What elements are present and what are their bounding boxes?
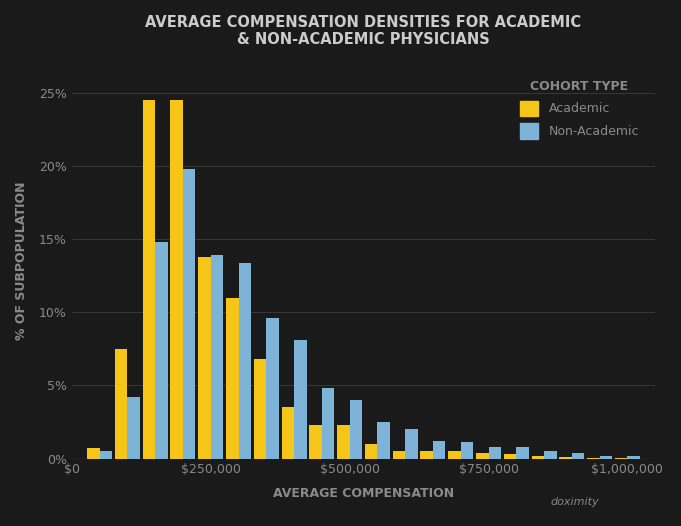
Bar [238,262,251,459]
X-axis label: AVERAGE COMPENSATION: AVERAGE COMPENSATION [273,488,454,500]
Bar [532,456,544,459]
Bar [226,298,238,459]
Bar [504,454,516,459]
Bar [377,422,390,459]
Bar [461,442,473,459]
Bar [337,425,349,459]
Bar [559,457,572,459]
Bar [183,169,195,459]
Text: doximity: doximity [551,497,599,507]
Bar [349,400,362,459]
Bar [572,453,584,459]
Bar [365,444,377,459]
Bar [544,451,556,459]
Bar [627,456,640,459]
Y-axis label: % OF SUBPOPULATION: % OF SUBPOPULATION [15,182,28,340]
Legend: Academic, Non-Academic: Academic, Non-Academic [509,70,649,148]
Bar [281,407,294,459]
Bar [393,451,405,459]
Bar [115,349,127,459]
Bar [99,451,112,459]
Bar [254,359,266,459]
Bar [309,425,322,459]
Bar [433,441,445,459]
Title: AVERAGE COMPENSATION DENSITIES FOR ACADEMIC
& NON-ACADEMIC PHYSICIANS: AVERAGE COMPENSATION DENSITIES FOR ACADE… [146,15,582,47]
Bar [615,458,627,459]
Bar [405,429,417,459]
Bar [87,448,99,459]
Bar [476,453,488,459]
Bar [322,388,334,459]
Bar [127,397,140,459]
Bar [198,257,210,459]
Bar [587,458,600,459]
Bar [294,340,306,459]
Bar [516,447,529,459]
Bar [210,255,223,459]
Bar [155,242,168,459]
Bar [143,100,155,459]
Bar [420,451,433,459]
Bar [448,451,461,459]
Bar [488,447,501,459]
Bar [170,100,183,459]
Bar [266,318,279,459]
Bar [600,456,612,459]
